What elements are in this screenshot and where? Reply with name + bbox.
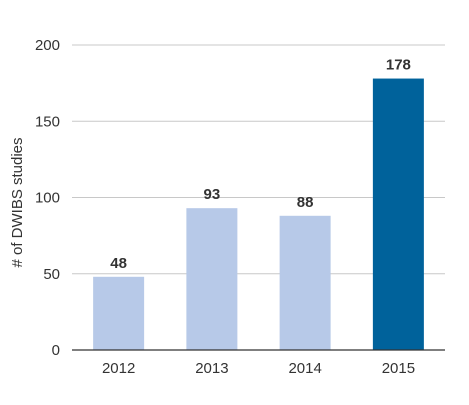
y-tick-label: 0	[52, 342, 60, 359]
bar-2013	[186, 208, 238, 350]
data-label-2015: 178	[386, 57, 411, 74]
bar-2015	[372, 78, 424, 351]
x-tick-label-2014: 2014	[288, 360, 321, 377]
y-axis-title: # of DWIBS studies	[9, 137, 26, 267]
y-tick-label: 100	[35, 190, 60, 207]
x-tick-label-2012: 2012	[102, 360, 135, 377]
y-axis-ticks: 0 50 100 150 200	[35, 37, 60, 359]
data-label-2014: 88	[297, 194, 314, 211]
x-tick-label-2013: 2013	[195, 360, 228, 377]
x-tick-label-2015: 2015	[382, 360, 415, 377]
y-tick-label: 200	[35, 37, 60, 54]
data-label-2013: 93	[204, 186, 221, 203]
y-tick-label: 50	[43, 266, 60, 283]
bar-2012	[93, 276, 145, 350]
bar-2014	[279, 215, 331, 350]
data-label-2012: 48	[110, 255, 127, 272]
y-tick-label: 150	[35, 113, 60, 130]
bars	[93, 78, 424, 351]
x-axis-ticks: 2012 2013 2014 2015	[102, 360, 415, 377]
data-labels: 48 93 88 178	[110, 57, 411, 272]
